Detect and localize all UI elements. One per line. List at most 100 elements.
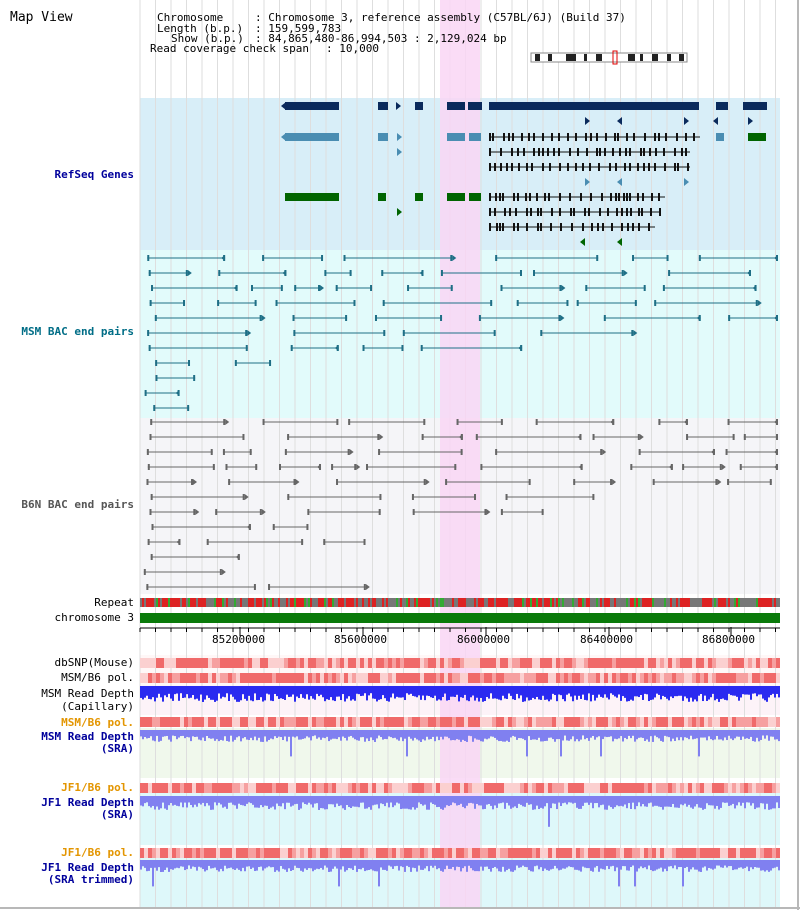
read-depth-bar	[470, 686, 472, 698]
repeat-mark	[430, 598, 432, 607]
polymorphism-stripe	[660, 848, 664, 858]
read-depth-bar	[314, 796, 316, 804]
track-label-jf1-read-depth-trim-sub: (SRA trimmed)	[47, 873, 134, 886]
repeat-mark	[400, 598, 402, 607]
track-label-msm-read-depth-sra-sub: (SRA)	[100, 742, 134, 755]
polymorphism-stripe	[152, 673, 156, 683]
gene-exon	[693, 133, 695, 141]
polymorphism-stripe	[252, 783, 256, 793]
track-label-jf1-b6-pol[interactable]: JF1/B6 pol.	[61, 781, 134, 794]
repeat-mark	[504, 598, 506, 607]
polymorphism-stripe	[596, 848, 600, 858]
polymorphism-stripe	[760, 848, 764, 858]
repeat-mark	[252, 598, 254, 607]
bac-end-mark	[732, 434, 735, 440]
read-depth-bar	[392, 796, 394, 808]
read-depth-bar	[674, 860, 676, 866]
track-label-msm-b6-pol-2[interactable]: MSM/B6 pol.	[61, 716, 134, 729]
track-label-msm-bac[interactable]: MSM BAC end pairs	[21, 325, 134, 338]
read-depth-bar	[218, 730, 220, 742]
polymorphism-stripe	[232, 848, 236, 858]
bac-end-mark	[630, 464, 633, 470]
read-depth-bar	[274, 730, 276, 737]
gene-exon	[573, 208, 575, 216]
read-depth-bar	[246, 860, 248, 867]
track-label-jf1-read-depth-sra[interactable]: JF1 Read Depth	[41, 796, 134, 809]
gene-block	[285, 193, 339, 201]
read-depth-bar	[650, 860, 652, 871]
gene-exon	[499, 223, 501, 231]
track-label-jf1-b6-pol-2[interactable]: JF1/B6 pol.	[61, 846, 134, 859]
snp-density-stripe	[416, 658, 420, 668]
bac-end-mark	[382, 300, 385, 306]
read-depth-bar	[446, 796, 448, 806]
read-depth-bar	[286, 686, 288, 695]
read-depth-bar	[410, 686, 412, 694]
gene-exon	[637, 193, 639, 201]
bac-end-mark	[284, 449, 287, 455]
read-depth-bar	[566, 796, 568, 805]
repeat-mark	[700, 598, 702, 607]
read-depth-bar	[452, 860, 454, 868]
track-label-repeat[interactable]: Repeat	[94, 596, 134, 609]
polymorphism-stripe	[336, 783, 340, 793]
read-depth-bar	[590, 686, 592, 702]
snp-density-stripe	[660, 658, 664, 668]
track-label-jf1-read-depth-trim[interactable]: JF1 Read Depth	[41, 861, 134, 874]
repeat-mark	[544, 598, 546, 607]
polymorphism-stripe	[368, 717, 372, 727]
polymorphism-stripe	[704, 673, 708, 683]
repeat-mark	[618, 598, 620, 607]
gene-exon	[659, 208, 661, 216]
repeat-mark	[162, 598, 164, 607]
snp-density-stripe	[384, 658, 388, 668]
track-label-msm-b6-pol[interactable]: MSM/B6 pol.	[61, 671, 134, 684]
read-depth-bar	[160, 796, 162, 809]
read-depth-bar	[166, 686, 168, 698]
repeat-mark	[222, 598, 224, 607]
gene-exon	[515, 208, 517, 216]
repeat-mark	[230, 598, 232, 607]
gene-exon	[611, 223, 613, 231]
read-depth-bar	[576, 860, 578, 870]
polymorphism-stripe	[180, 717, 184, 727]
track-label-msm-read-depth-sra[interactable]: MSM Read Depth	[41, 730, 134, 743]
polymorphism-stripe	[728, 717, 732, 727]
snp-density-stripe	[412, 658, 416, 668]
track-label-dbsnp[interactable]: dbSNP(Mouse)	[54, 656, 134, 669]
read-depth-bar	[310, 686, 312, 697]
track-label-msm-read-depth-cap[interactable]: MSM Read Depth	[41, 687, 134, 700]
read-depth-bar	[654, 686, 656, 698]
read-depth-bar	[334, 860, 336, 867]
read-depth-bar	[154, 730, 156, 742]
read-depth-bar	[628, 796, 630, 804]
track-label-b6n-bac[interactable]: B6N BAC end pairs	[21, 498, 134, 511]
read-depth-bar	[634, 796, 636, 810]
repeat-mark	[546, 598, 548, 607]
snp-density-stripe	[760, 658, 764, 668]
read-depth-bar	[642, 686, 644, 700]
snp-density-stripe	[712, 658, 716, 668]
read-depth-bar	[368, 860, 370, 870]
gene-exon	[627, 223, 629, 231]
polymorphism-stripe	[444, 783, 448, 793]
snp-density-stripe	[624, 658, 628, 668]
repeat-mark	[534, 598, 536, 607]
read-depth-bar	[184, 730, 186, 739]
read-depth-bar	[684, 796, 686, 804]
read-depth-bar	[484, 860, 486, 867]
polymorphism-stripe	[552, 673, 556, 683]
track-label-refseq[interactable]: RefSeq Genes	[54, 168, 134, 181]
polymorphism-stripe	[532, 717, 536, 727]
track-label-chromosome[interactable]: chromosome 3	[54, 611, 134, 624]
bac-end-mark	[234, 360, 237, 366]
read-depth-bar	[212, 796, 214, 810]
read-depth-bar	[148, 860, 150, 871]
polymorphism-stripe	[588, 673, 592, 683]
read-depth-bar	[410, 730, 412, 739]
polymorphism-stripe	[416, 673, 420, 683]
repeat-mark	[742, 598, 744, 607]
repeat-mark	[246, 598, 248, 607]
read-depth-bar	[650, 796, 652, 803]
